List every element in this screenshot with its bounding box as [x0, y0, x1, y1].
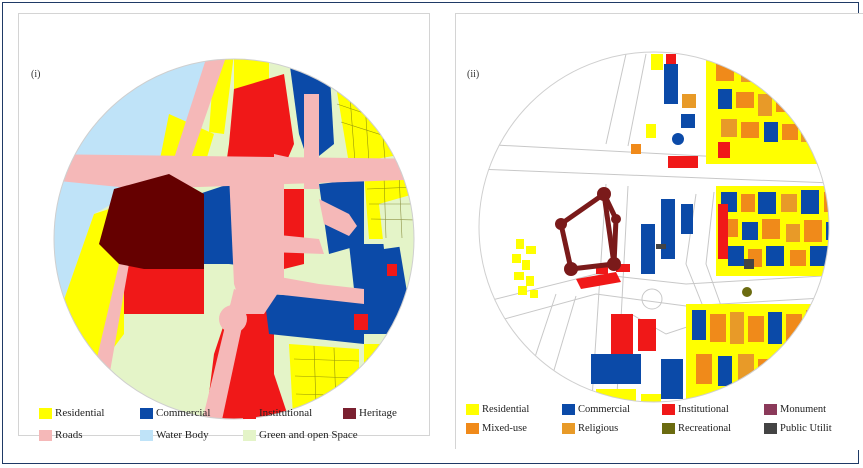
institutional-center-1: [718, 204, 728, 259]
legend-swatch: [764, 423, 777, 434]
legend-label: Public Utilit: [780, 423, 832, 434]
residential-north-1: [651, 54, 663, 70]
institutional-south-2: [638, 319, 656, 351]
legend-item-monument: Monument: [764, 404, 850, 415]
legend-swatch: [243, 429, 256, 441]
land-use-map-ii: [456, 14, 863, 450]
legend-item-institutional: Institutional: [243, 407, 337, 419]
legend-label: Institutional: [259, 407, 313, 419]
institutional-south: [124, 264, 204, 314]
mixed-use-north-1: [631, 144, 641, 154]
legend-swatch: [140, 407, 153, 419]
legend-label: Commercial: [578, 404, 630, 415]
commercial-south: [264, 294, 364, 344]
institutional-center: [284, 189, 304, 269]
panel-label-i: (i): [31, 69, 41, 80]
legend-label: Commercial: [156, 407, 211, 419]
residential-south-2: [641, 394, 661, 402]
legend-swatch: [39, 407, 52, 419]
legend-swatch: [466, 423, 479, 434]
legend-label: Institutional: [678, 404, 729, 415]
residential-west-scatter: [512, 239, 538, 298]
east-mixed-block: [716, 186, 829, 276]
legend-item-commercial: Commercial: [562, 404, 656, 415]
utility-center: [744, 259, 754, 269]
legend-ii: Residential Commercial Institutional Mon…: [466, 404, 850, 434]
legend-item-water-body: Water Body: [140, 429, 237, 441]
commercial-center-1: [661, 199, 675, 259]
map-circle-outline-i: [53, 58, 415, 420]
legend-label: Recreational: [678, 423, 732, 434]
residential-north-2: [646, 124, 656, 138]
land-use-map-panel-ii: (ii) Residential Commercial Institutiona…: [455, 13, 863, 450]
legend-label: Heritage: [359, 407, 397, 419]
legend-swatch: [243, 407, 256, 419]
legend-i: Residential Commercial Institutional Her…: [39, 407, 423, 441]
legend-item-green-open-space: Green and open Space: [243, 429, 423, 441]
commercial-center-2: [681, 204, 693, 234]
legend-label: Residential: [482, 404, 530, 415]
legend-label: Roads: [55, 429, 83, 441]
legend-item-religious: Religious: [562, 423, 656, 434]
legend-item-commercial: Commercial: [140, 407, 237, 419]
legend-item-recreational: Recreational: [662, 423, 758, 434]
legend-label: Residential: [55, 407, 105, 419]
legend-item-heritage: Heritage: [343, 407, 423, 419]
utility-west: [656, 244, 666, 249]
legend-swatch: [343, 407, 356, 419]
religious-north-1: [682, 94, 696, 108]
legend-swatch: [562, 423, 575, 434]
legend-swatch: [764, 404, 777, 415]
commercial-east-3: [349, 244, 414, 334]
institutional-north-2: [668, 156, 698, 168]
legend-swatch: [466, 404, 479, 415]
legend-swatch: [662, 404, 675, 415]
legend-swatch: [39, 429, 52, 441]
legend-label: Religious: [578, 423, 619, 434]
legend-swatch: [662, 423, 675, 434]
legend-label: Monument: [780, 404, 827, 415]
legend-label: Water Body: [156, 429, 209, 441]
land-use-map-panel-i: (i) Residential Commercial Institutional…: [18, 13, 430, 441]
legend-item-institutional: Institutional: [662, 404, 758, 415]
monument-towers: [555, 187, 621, 276]
commercial-north-1: [664, 64, 678, 104]
legend-item-roads: Roads: [39, 429, 134, 441]
institutional-east-bit-1: [354, 314, 368, 330]
commercial-center-3: [641, 224, 655, 274]
institutional-east-bit-2: [387, 264, 397, 276]
map-circle-outline-ii: [478, 51, 830, 403]
legend-item-residential: Residential: [39, 407, 134, 419]
panel-label-ii: (ii): [467, 69, 480, 80]
legend-item-public-utility: Public Utilit: [764, 423, 850, 434]
legend-label: Green and open Space: [259, 429, 358, 441]
legend-swatch: [140, 429, 153, 441]
commercial-south-2: [661, 359, 683, 399]
commercial-south-1: [591, 354, 641, 384]
institutional-north-1: [666, 54, 676, 64]
institutional-near-monument: [576, 264, 630, 289]
legend-item-mixed-use: Mixed-use: [466, 423, 556, 434]
institutional-north: [224, 74, 294, 179]
green-east-patch: [379, 194, 414, 249]
legend-label: Mixed-use: [482, 423, 527, 434]
institutional-south-1: [611, 314, 633, 354]
heritage-area: [99, 174, 204, 269]
legend-item-residential: Residential: [466, 404, 556, 415]
land-use-map-i: [53, 58, 415, 420]
recreational-center: [742, 287, 752, 297]
legend-swatch: [562, 404, 575, 415]
commercial-north-2: [681, 114, 695, 128]
commercial-north-dot: [672, 133, 684, 145]
